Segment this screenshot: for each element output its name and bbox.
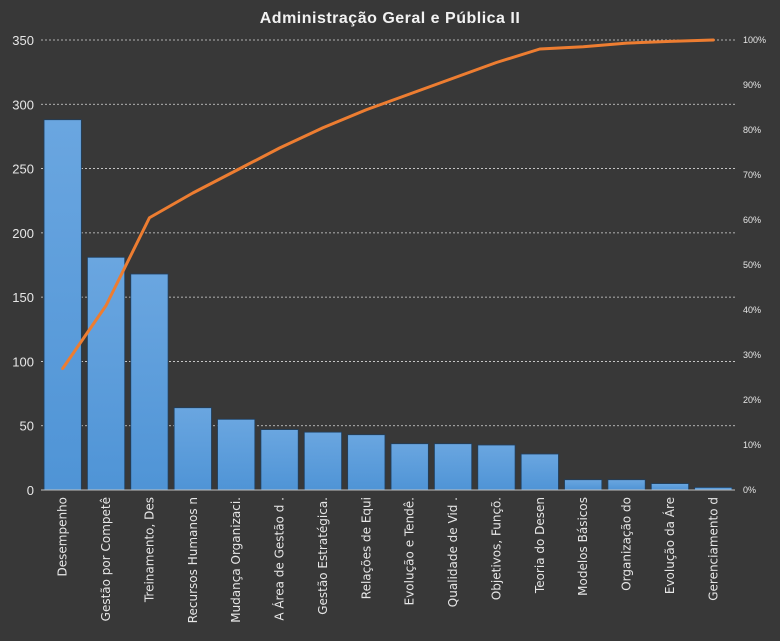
y2-tick-label: 80% (743, 125, 761, 135)
bar (43, 119, 82, 491)
bar (520, 453, 559, 491)
y-tick-label: 100 (12, 354, 34, 369)
bar (87, 256, 126, 491)
y2-tick-label: 90% (743, 80, 761, 90)
y2-tick-label: 70% (743, 170, 761, 180)
x-tick-label: Modelos Básicos (576, 497, 590, 596)
x-tick-label: Relações de Equi (359, 497, 373, 599)
y2-tick-label: 100% (743, 35, 766, 45)
y2-tick-label: 10% (743, 440, 761, 450)
y-tick-label: 50 (20, 419, 34, 434)
y-tick-label: 300 (12, 97, 34, 112)
y2-tick-label: 30% (743, 350, 761, 360)
x-tick-label: Mudança Organizaci. (229, 497, 243, 623)
bar (434, 443, 473, 491)
y2-tick-label: 20% (743, 395, 761, 405)
x-tick-label: Desempenho (56, 497, 70, 577)
y2-tick-label: 0% (743, 485, 756, 495)
y-tick-label: 250 (12, 162, 34, 177)
x-axis: Desempenho Gestão por Competê Treinamento,… (41, 489, 735, 623)
y-tick-label: 0 (27, 483, 34, 498)
y2-tick-label: 40% (743, 305, 761, 315)
y2-tick-label: 50% (743, 260, 761, 270)
y-tick-label: 150 (12, 290, 34, 305)
cumulative-line-series (61, 38, 715, 370)
bar-series (43, 119, 733, 491)
x-tick-label: Evolução e Tendê. (403, 497, 417, 605)
bar (607, 479, 646, 491)
x-tick-label: A Área de Gestão d . (272, 497, 287, 621)
y-tick-label: 350 (12, 33, 34, 48)
cumulative-line (61, 38, 715, 370)
bar (173, 407, 212, 491)
bar (477, 444, 516, 491)
bar (260, 429, 299, 491)
x-tick-label: Evolução da Áre (662, 497, 677, 594)
x-tick-label: Gerenciamento d (706, 497, 720, 601)
bar (130, 273, 169, 491)
bar (347, 434, 386, 491)
bar (650, 483, 689, 491)
x-tick-label: Gestão por Competê (99, 497, 113, 621)
y-axis-primary: 0 50 100 150 200 250 300 350 (12, 33, 34, 498)
x-tick-label: Qualidade de Vid . (446, 497, 460, 607)
x-tick-label: Gestão Estratégica. (316, 497, 330, 615)
y-axis-secondary: 0% 10% 20% 30% 40% 50% 60% 70% 80% 90% 100% (743, 35, 766, 495)
x-tick-label: Treinamento, Des (142, 497, 156, 603)
bar (217, 418, 256, 491)
y2-tick-label: 60% (743, 215, 761, 225)
x-tick-label: Organização do (620, 497, 634, 591)
chart-title: Administração Geral e Pública II (260, 10, 521, 27)
x-tick-label: Recursos Humanos n (186, 497, 200, 623)
x-tick-label: Objetivos, Funçõ. (489, 497, 503, 600)
bar (390, 443, 429, 491)
y-tick-label: 200 (12, 226, 34, 241)
bar (564, 479, 603, 491)
bar (303, 431, 342, 491)
x-tick-label: Teoria do Desen (533, 497, 547, 594)
